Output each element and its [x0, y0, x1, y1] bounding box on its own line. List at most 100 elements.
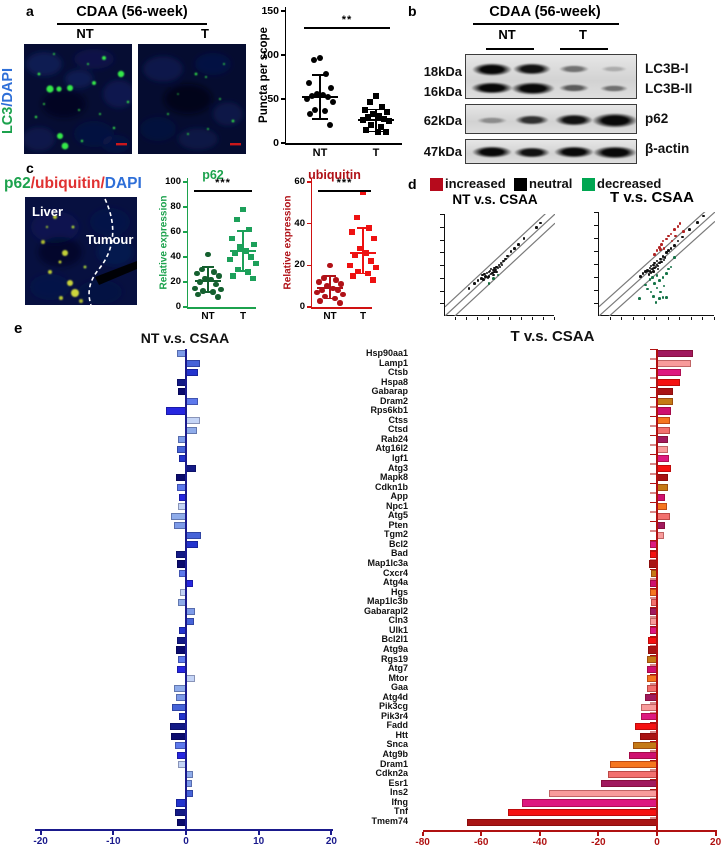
t-bar — [657, 407, 671, 415]
scatter-point-neutral — [488, 269, 492, 273]
y-axis-tick — [440, 290, 444, 292]
data-point — [197, 279, 203, 285]
x-axis-line — [310, 307, 372, 309]
scatter-point-increased — [676, 225, 680, 228]
scatter-point-neutral — [495, 270, 498, 274]
scatter-point-neutral — [653, 266, 656, 270]
x-group-label: T — [372, 147, 380, 159]
scatter-point-decreased — [644, 283, 647, 287]
data-point — [370, 110, 376, 117]
panel-b-t-underline — [560, 48, 608, 50]
x-axis-tick — [543, 316, 544, 320]
y-tick — [307, 181, 312, 183]
blot-box — [465, 54, 637, 99]
nt-x-tick-label: -20 — [33, 836, 48, 847]
y-tick — [281, 142, 286, 144]
nt-x-tick-label: 10 — [253, 836, 265, 847]
mw-label-18kda: 18kDa — [423, 64, 462, 79]
tumour-label: Tumour — [86, 232, 134, 247]
e-right-title: T v.s. CSAA — [510, 328, 595, 345]
data-point — [218, 286, 224, 293]
nt-vs-csaa-scatter-title: NT v.s. CSAA — [452, 192, 538, 207]
data-point — [304, 96, 310, 102]
nt-bar — [186, 789, 194, 797]
data-point — [251, 241, 257, 248]
gene-label: Esr1 — [388, 777, 408, 788]
scatter-point-increased — [661, 239, 665, 243]
scatter-plot-area — [440, 214, 555, 320]
nt-bar — [186, 608, 195, 616]
y-tick-label: 20 — [294, 259, 305, 271]
scatter-point-neutral — [517, 243, 520, 246]
x-axis-tick — [667, 316, 669, 320]
scatter-point-neutral — [480, 276, 483, 280]
data-point — [373, 264, 379, 271]
gene-label: Gabarapl2 — [363, 605, 408, 616]
t-x-tick-label: 0 — [654, 837, 660, 848]
gene-label: Atg4a — [382, 577, 408, 588]
t-bar — [657, 493, 666, 501]
data-point — [354, 214, 360, 221]
nt-x-tick — [112, 831, 115, 835]
nt-bar — [186, 397, 198, 405]
y-tick — [281, 10, 286, 12]
gene-label: Atg3 — [388, 462, 408, 473]
panel-c-label: c — [26, 160, 34, 176]
ubiquitin-dot-plot: ubiquitin 0 20 40 60 Relative expression NT T *… — [262, 168, 379, 323]
y-axis-line — [284, 7, 286, 145]
y-axis-line — [310, 178, 312, 309]
nt-bar — [170, 722, 186, 731]
scatter-point-neutral — [656, 267, 660, 271]
t-x-tick — [480, 832, 483, 836]
x-axis-tick — [702, 316, 704, 320]
puncta-dot-plot: 0 50 100 150 Puncta per scope NT T ** — [252, 3, 408, 167]
data-point — [340, 291, 346, 298]
diagonal-lines — [445, 214, 555, 316]
scatter-point-neutral — [655, 259, 659, 263]
scatter-point-neutral — [652, 269, 655, 273]
scatter-point-decreased — [673, 256, 676, 260]
scatter-point-increased — [660, 242, 663, 246]
data-point — [360, 117, 366, 124]
gene-label: Rab24 — [380, 433, 408, 444]
t-x-tick-label: 20 — [710, 837, 722, 848]
y-axis-tick — [594, 290, 598, 291]
data-point — [215, 294, 221, 300]
data-point — [378, 124, 384, 131]
error-cap-bottom — [357, 272, 369, 275]
data-point — [245, 269, 251, 275]
protein-label-lc3b2: LC3B-II — [645, 81, 693, 96]
x-axis-tick — [510, 316, 511, 320]
scatter-point-decreased — [638, 297, 641, 300]
gene-label: Snca — [386, 739, 408, 750]
data-point — [363, 126, 369, 133]
scatter-point-neutral — [509, 250, 513, 254]
scatter-point-decreased — [659, 290, 662, 294]
scatter-point-neutral — [681, 235, 684, 239]
panel-b-title: CDAA (56-week) — [489, 4, 601, 20]
x-axis-tick — [455, 316, 456, 320]
scatter-point-increased — [670, 239, 674, 243]
scatter-point-decreased — [661, 295, 665, 299]
panel-b-title-underline — [473, 23, 619, 25]
gene-label: Dram1 — [379, 758, 408, 769]
blot-box — [465, 139, 637, 164]
error-bar-line — [329, 275, 331, 299]
gene-label-column: Hsp90aa1 Lamp1 Ctsb Hspa8 Gabarap Dram2 Rps6kb… — [300, 348, 408, 826]
protein-band — [514, 146, 550, 158]
nt-zero-line — [185, 349, 187, 831]
data-point — [208, 276, 214, 283]
scatter-point-neutral — [491, 271, 494, 275]
x-axis-tick — [656, 316, 657, 320]
data-point — [328, 84, 334, 91]
scatter-point-neutral — [539, 221, 542, 225]
data-point — [349, 229, 355, 235]
y-tick — [183, 181, 188, 183]
x-axis-line — [186, 307, 256, 309]
gene-label: Ctss — [388, 414, 408, 425]
error-cap-top — [312, 74, 328, 76]
scatter-point-decreased — [667, 267, 670, 271]
data-point — [330, 285, 336, 291]
gene-label: Npc1 — [385, 500, 408, 511]
